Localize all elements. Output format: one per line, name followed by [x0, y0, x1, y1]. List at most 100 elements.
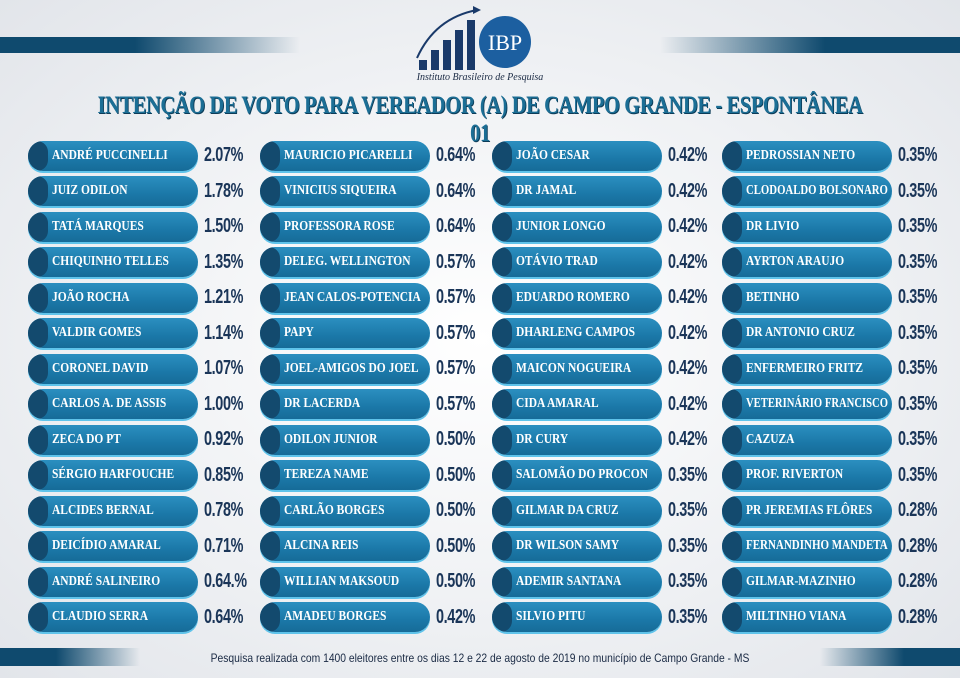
pill-dot: [28, 460, 48, 491]
candidate-percent: 0.42%: [668, 215, 708, 238]
candidate-row: ALCINA REIS 0.50%: [260, 529, 490, 565]
candidate-row: CARLOS A. DE ASSIS 1.00%: [28, 387, 263, 423]
candidate-pill: CLAUDIO SERRA: [28, 602, 198, 633]
candidate-pill: CORONEL DAVID: [28, 353, 198, 384]
candidate-percent: 0.35%: [668, 499, 708, 522]
candidate-name: EDUARDO ROMERO: [516, 289, 630, 305]
candidate-percent: 0.42%: [668, 250, 708, 273]
pill-dot: [722, 282, 742, 313]
candidate-row: DR CURY 0.42%: [492, 422, 722, 458]
candidate-percent: 0.42%: [668, 179, 708, 202]
candidate-pill: AMADEU BORGES: [260, 602, 430, 633]
pill-dot: [492, 176, 512, 207]
candidate-percent: 0.35%: [898, 428, 938, 451]
candidate-row: BETINHO 0.35%: [722, 280, 952, 316]
candidate-name: MILTINHO VIANA: [746, 609, 847, 625]
candidate-pill: DR LIVIO: [722, 211, 892, 242]
candidate-pill: ODILON JUNIOR: [260, 424, 430, 455]
candidate-row: ADEMIR SANTANA 0.35%: [492, 564, 722, 600]
pill-dot: [260, 318, 280, 349]
candidate-name: MAICON NOGUEIRA: [516, 360, 632, 376]
candidate-name: DELEG. WELLINGTON: [284, 254, 411, 270]
candidate-name: PR JEREMIAS FLÔRES: [746, 502, 873, 518]
candidate-pill: PROF. RIVERTON: [722, 460, 892, 491]
candidate-row: PAPY 0.57%: [260, 316, 490, 352]
candidate-percent: 0.35%: [668, 605, 708, 628]
candidate-name: JUIZ ODILON: [52, 183, 128, 199]
pill-dot: [492, 282, 512, 313]
candidate-row: CIDA AMARAL 0.42%: [492, 387, 722, 423]
candidate-pill: TEREZA NAME: [260, 460, 430, 491]
candidate-name: ALCINA REIS: [284, 538, 359, 554]
candidate-name: DR CURY: [516, 431, 569, 447]
candidate-percent: 1.21%: [204, 286, 244, 309]
candidate-row: AMADEU BORGES 0.42%: [260, 600, 490, 636]
candidate-name: SILVIO PITU: [516, 609, 586, 625]
candidate-row: SÉRGIO HARFOUCHE 0.85%: [28, 458, 263, 494]
candidate-column: PEDROSSIAN NETO 0.35% CLODOALDO BOLSONARO 0…: [722, 138, 952, 635]
candidate-row: DR JAMAL 0.42%: [492, 174, 722, 210]
header-bar-left: [0, 37, 300, 53]
candidate-row: CLODOALDO BOLSONARO 0.35%: [722, 174, 952, 210]
candidate-percent: 1.35%: [204, 250, 244, 273]
header-bar-right: [660, 37, 960, 53]
pill-dot: [722, 176, 742, 207]
pill-dot: [28, 176, 48, 207]
candidate-row: JUNIOR LONGO 0.42%: [492, 209, 722, 245]
candidate-percent: 0.35%: [898, 357, 938, 380]
candidate-name: FERNANDINHO MANDETA: [746, 538, 888, 554]
candidate-percent: 1.00%: [204, 392, 244, 415]
candidate-pill: DR CURY: [492, 424, 662, 455]
candidate-row: ODILON JUNIOR 0.50%: [260, 422, 490, 458]
candidate-pill: FERNANDINHO MANDETA: [722, 531, 892, 562]
pill-dot: [492, 602, 512, 633]
pill-dot: [28, 140, 48, 171]
candidate-pill: MAICON NOGUEIRA: [492, 353, 662, 384]
candidate-name: DR WILSON SAMY: [516, 538, 620, 554]
candidate-row: DR WILSON SAMY 0.35%: [492, 529, 722, 565]
candidate-percent: 0.57%: [436, 321, 476, 344]
candidate-percent: 1.50%: [204, 215, 244, 238]
candidate-percent: 1.78%: [204, 179, 244, 202]
candidate-name: PAPY: [284, 325, 314, 341]
candidate-percent: 0.28%: [898, 534, 938, 557]
candidate-name: PROF. RIVERTON: [746, 467, 844, 483]
candidate-name: CARLOS A. DE ASSIS: [52, 396, 167, 412]
candidate-percent: 0.50%: [436, 570, 476, 593]
pill-dot: [260, 602, 280, 633]
pill-dot: [28, 211, 48, 242]
candidate-name: CLAUDIO SERRA: [52, 609, 149, 625]
candidate-row: MILTINHO VIANA 0.28%: [722, 600, 952, 636]
candidate-row: JOEL-AMIGOS DO JOEL 0.57%: [260, 351, 490, 387]
candidate-percent: 0.35%: [898, 179, 938, 202]
candidate-pill: ALCINA REIS: [260, 531, 430, 562]
candidate-pill: DR JAMAL: [492, 176, 662, 207]
pill-dot: [260, 176, 280, 207]
pill-dot: [260, 389, 280, 420]
candidate-row: JOÃO ROCHA 1.21%: [28, 280, 263, 316]
candidate-pill: ANDRÉ PUCCINELLI: [28, 140, 198, 171]
candidate-row: SILVIO PITU 0.35%: [492, 600, 722, 636]
candidate-name: CHIQUINHO TELLES: [52, 254, 169, 270]
candidate-pill: VETERINÁRIO FRANCISCO: [722, 389, 892, 420]
candidate-pill: JUNIOR LONGO: [492, 211, 662, 242]
pill-dot: [28, 531, 48, 562]
pill-dot: [492, 140, 512, 171]
candidate-pill: SÉRGIO HARFOUCHE: [28, 460, 198, 491]
candidate-pill: DHARLENG CAMPOS: [492, 318, 662, 349]
candidate-pill: JUIZ ODILON: [28, 176, 198, 207]
candidate-pill: CARLÃO BORGES: [260, 495, 430, 526]
candidate-pill: VINICIUS SIQUEIRA: [260, 176, 430, 207]
pill-dot: [260, 460, 280, 491]
candidate-pill: JOÃO ROCHA: [28, 282, 198, 313]
candidate-row: ZECA DO PT 0.92%: [28, 422, 263, 458]
candidate-name: ODILON JUNIOR: [284, 431, 378, 447]
pill-dot: [722, 460, 742, 491]
candidate-name: ALCIDES BERNAL: [52, 502, 154, 518]
candidate-name: JOEL-AMIGOS DO JOEL: [284, 360, 419, 376]
pill-dot: [492, 460, 512, 491]
candidate-name: GILMAR-MAZINHO: [746, 573, 856, 589]
candidate-percent: 0.50%: [436, 534, 476, 557]
candidate-row: CARLÃO BORGES 0.50%: [260, 493, 490, 529]
candidate-percent: 0.64%: [436, 179, 476, 202]
